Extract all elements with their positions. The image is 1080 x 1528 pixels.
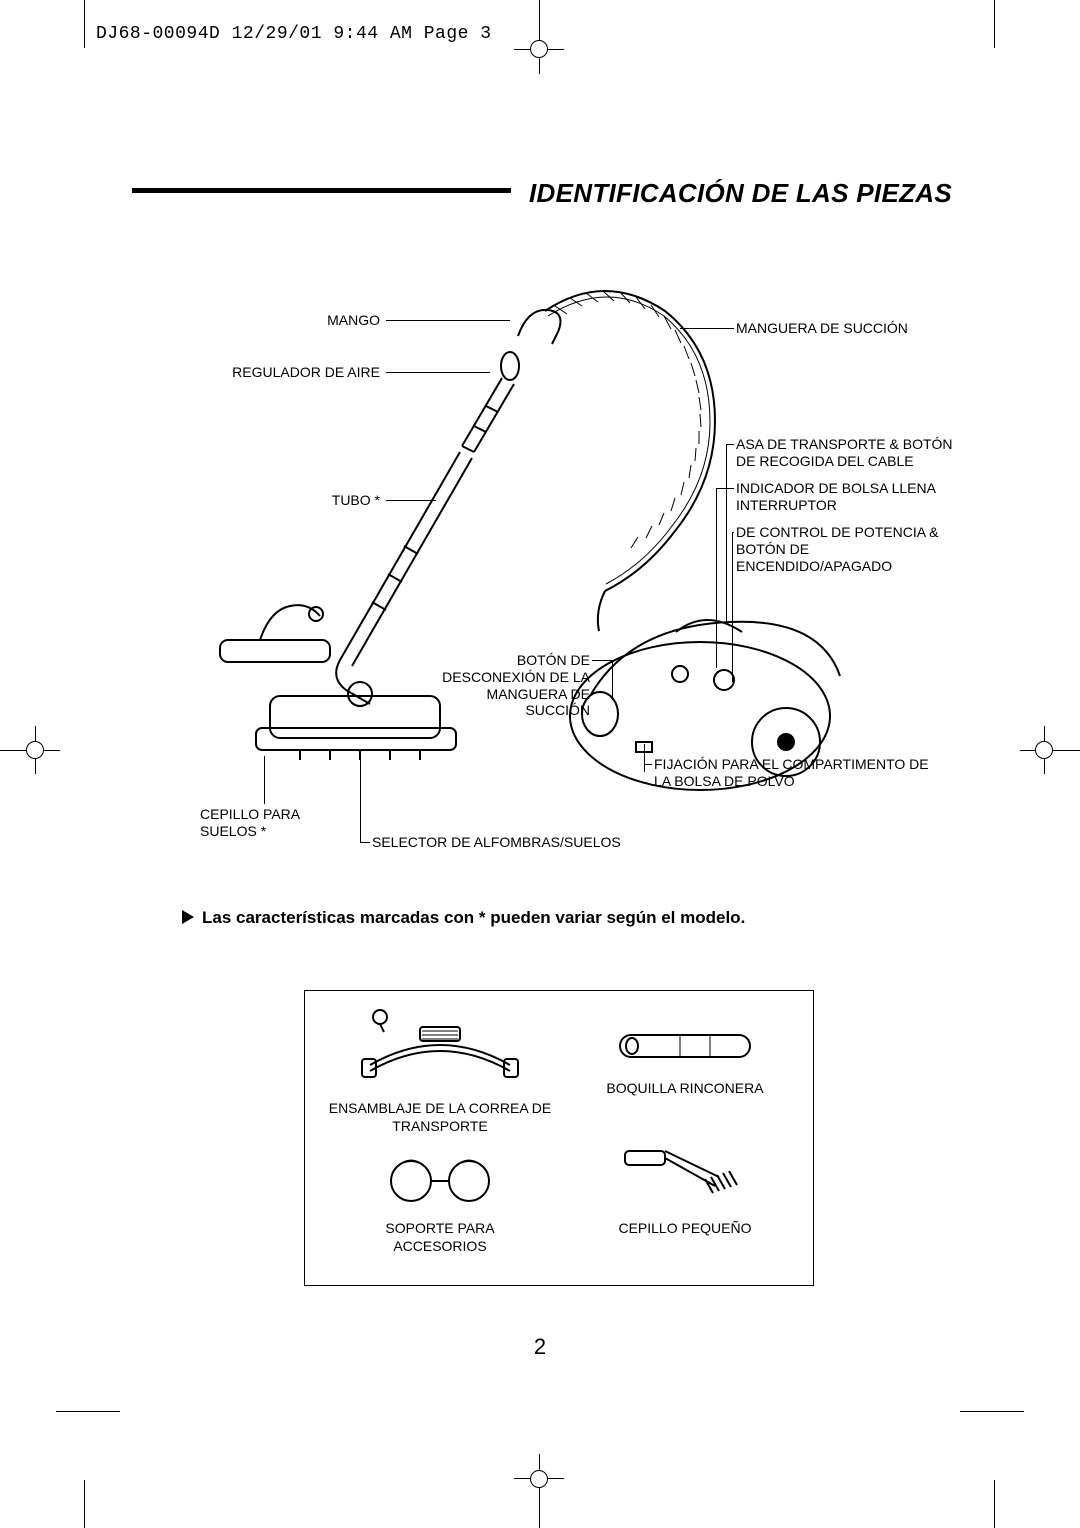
printer-mark bbox=[539, 0, 540, 74]
label-control-potencia: DE CONTROL DE POTENCIA & BOTÓN DE ENCEND… bbox=[736, 524, 956, 574]
label-manguera: MANGUERA DE SUCCIÓN bbox=[736, 320, 936, 337]
printer-mark bbox=[26, 741, 44, 759]
printer-mark bbox=[1035, 741, 1053, 759]
printer-mark bbox=[530, 40, 548, 58]
model-footnote: Las características marcadas con * puede… bbox=[182, 908, 745, 928]
leader-line bbox=[716, 488, 717, 668]
page-number: 2 bbox=[0, 1334, 1080, 1360]
leader-line bbox=[726, 444, 727, 624]
leader-line bbox=[680, 328, 734, 329]
leader-line bbox=[612, 660, 613, 700]
manual-page: DJ68-00094D 12/29/01 9:44 AM Page 3 IDEN… bbox=[0, 0, 1080, 1528]
label-regulador: REGULADOR DE AIRE bbox=[200, 364, 380, 381]
parts-diagram: MANGO REGULADOR DE AIRE TUBO * BOTÓN DE … bbox=[160, 276, 930, 876]
leader-line bbox=[264, 756, 265, 804]
accessory-boquilla: BOQUILLA RINCONERA bbox=[585, 1021, 785, 1098]
section-title-bar: IDENTIFICACIÓN DE LAS PIEZAS bbox=[132, 188, 952, 193]
label-boton-desconexion: BOTÓN DE DESCONEXIÓN DE LA MANGUERA DE S… bbox=[420, 652, 590, 719]
carry-strap-icon bbox=[350, 1005, 530, 1091]
printer-mark bbox=[539, 1454, 540, 1528]
small-brush-icon bbox=[615, 1141, 755, 1211]
accessory-holder-icon bbox=[375, 1151, 505, 1211]
leader-line bbox=[386, 500, 436, 501]
printer-mark bbox=[994, 0, 995, 48]
triangle-bullet-icon bbox=[182, 910, 194, 924]
leader-line bbox=[726, 444, 734, 445]
label-selector: SELECTOR DE ALFOMBRAS/SUELOS bbox=[372, 834, 652, 851]
section-title: IDENTIFICACIÓN DE LAS PIEZAS bbox=[511, 178, 952, 209]
leader-line bbox=[386, 372, 490, 373]
label-mango: MANGO bbox=[240, 312, 380, 329]
printer-mark bbox=[84, 0, 85, 48]
leader-line bbox=[592, 660, 612, 661]
label-indicador: INDICADOR DE BOLSA LLENA INTERRUPTOR bbox=[736, 480, 956, 514]
accessory-correa: ENSAMBLAJE DE LA CORREA DE TRANSPORTE bbox=[325, 1005, 555, 1135]
print-slug: DJ68-00094D 12/29/01 9:44 AM Page 3 bbox=[96, 24, 492, 44]
leader-line bbox=[644, 744, 645, 772]
leader-line bbox=[732, 532, 734, 533]
label-cepillo-suelos: CEPILLO PARA SUELOS * bbox=[200, 806, 330, 840]
printer-mark bbox=[994, 1480, 995, 1528]
footnote-text: Las características marcadas con * puede… bbox=[202, 908, 745, 927]
label-tubo: TUBO * bbox=[280, 492, 380, 509]
accessory-soporte: SOPORTE PARA ACCESORIOS bbox=[345, 1151, 535, 1255]
leader-line bbox=[716, 488, 734, 489]
leader-line bbox=[360, 842, 370, 843]
label-asa: ASA DE TRANSPORTE & BOTÓN DE RECOGIDA DE… bbox=[736, 436, 956, 470]
leader-line bbox=[360, 754, 361, 842]
label-fijacion: FIJACIÓN PARA EL COMPARTIMENTO DE LA BOL… bbox=[654, 756, 934, 790]
printer-mark bbox=[960, 1411, 1024, 1412]
leader-line bbox=[386, 320, 510, 321]
accessory-caption: CEPILLO PEQUEÑO bbox=[585, 1220, 785, 1238]
accessory-cepillo-peq: CEPILLO PEQUEÑO bbox=[585, 1141, 785, 1238]
printer-mark bbox=[84, 1480, 85, 1528]
accessories-box: ENSAMBLAJE DE LA CORREA DE TRANSPORTE BO… bbox=[304, 990, 814, 1286]
accessory-caption: ENSAMBLAJE DE LA CORREA DE TRANSPORTE bbox=[325, 1100, 555, 1135]
printer-mark bbox=[56, 1411, 120, 1412]
accessory-caption: BOQUILLA RINCONERA bbox=[585, 1080, 785, 1098]
leader-line bbox=[732, 532, 733, 682]
accessory-caption: SOPORTE PARA ACCESORIOS bbox=[345, 1220, 535, 1255]
printer-mark bbox=[530, 1470, 548, 1488]
crevice-nozzle-icon bbox=[610, 1021, 760, 1071]
leader-line bbox=[644, 764, 652, 765]
